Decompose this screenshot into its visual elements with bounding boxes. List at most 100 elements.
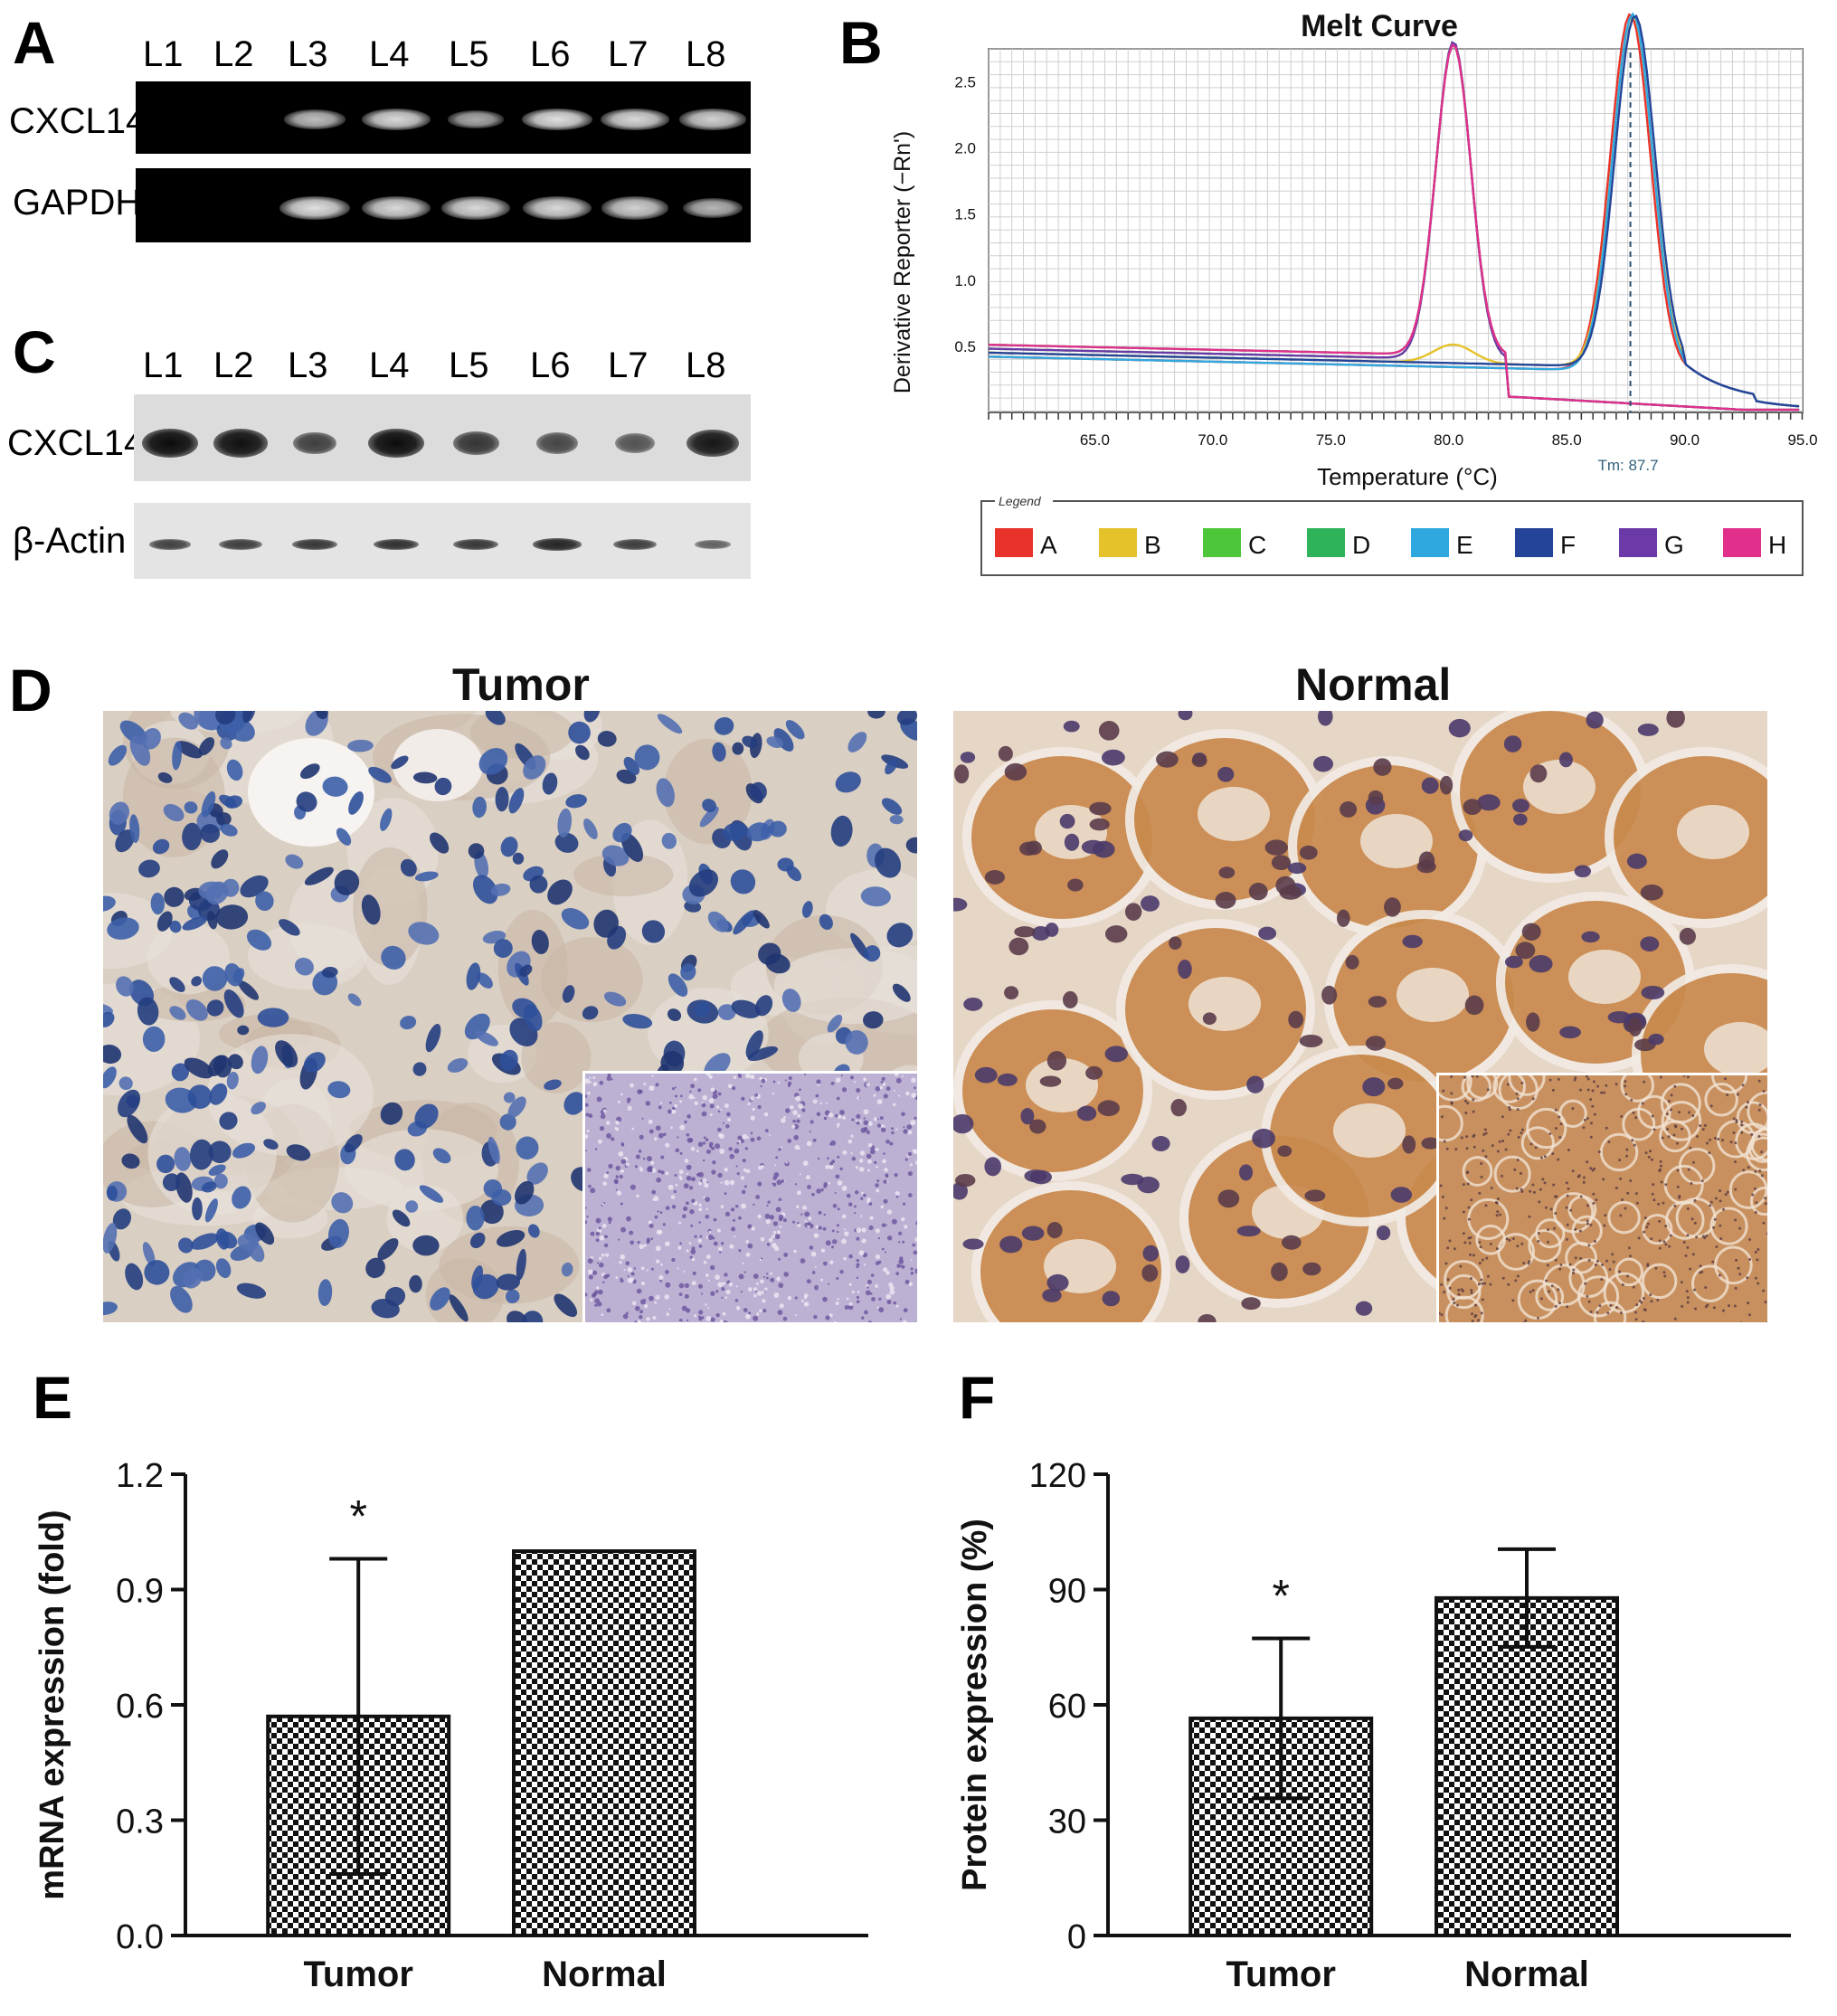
tumor-ihc-micrograph	[103, 711, 917, 1322]
band	[148, 539, 192, 550]
a-lane-label: L7	[608, 34, 649, 74]
legend-label: B	[1144, 531, 1161, 559]
y-tick-label: 0	[1067, 1918, 1086, 1956]
melt-y-tick: 0.5	[954, 338, 976, 355]
band	[601, 109, 669, 130]
melt-xlabel: Temperature (°C)	[1317, 463, 1498, 490]
melt-y-tick: 2.0	[954, 140, 976, 157]
melt-series-H	[989, 43, 1800, 412]
melt-legend: Legend A B C D E F G H	[980, 494, 1804, 576]
a-lane-label: L1	[143, 34, 184, 74]
band	[441, 196, 510, 220]
y-tick-label: 30	[1048, 1803, 1086, 1841]
melt-title: Melt Curve	[1301, 9, 1458, 43]
legend-label: F	[1560, 531, 1576, 559]
band	[292, 538, 337, 551]
band	[219, 539, 262, 550]
significance-mark: *	[1272, 1570, 1289, 1621]
band	[453, 538, 498, 551]
panel-letter-a: A	[13, 9, 56, 76]
melt-grid	[988, 48, 1804, 420]
c-lane-label: L5	[449, 345, 489, 385]
band	[142, 428, 198, 459]
y-tick-label: 1.2	[116, 1457, 164, 1495]
y-tick-label: 0.0	[116, 1918, 164, 1956]
melt-x-tick: 65.0	[1080, 431, 1110, 449]
gel-row-label-gapdh: GAPDH	[13, 183, 142, 222]
x-category-label: Tumor	[303, 1954, 412, 1994]
band	[293, 431, 336, 455]
band	[279, 195, 350, 221]
legend-label: D	[1352, 531, 1370, 559]
normal-ihc-micrograph	[953, 711, 1767, 1322]
melt-x-tick: 85.0	[1552, 431, 1582, 449]
gel-strip-cxcl14	[136, 81, 751, 154]
band	[522, 108, 592, 131]
melt-curves	[988, 12, 1800, 412]
legend-label: H	[1768, 531, 1786, 559]
band	[373, 538, 420, 551]
panel-letter-b: B	[839, 9, 883, 76]
a-lane-label: L3	[288, 34, 328, 74]
band	[613, 539, 657, 550]
y-tick-label: 90	[1048, 1573, 1086, 1611]
y-tick-label: 0.9	[116, 1573, 164, 1611]
c-lane-label: L8	[686, 345, 726, 385]
x-category-label: Tumor	[1226, 1954, 1335, 1994]
normal-title: Normal	[1295, 659, 1452, 710]
band	[284, 109, 346, 129]
legend-label: A	[1040, 531, 1057, 559]
melt-tm-label: Tm: 87.7	[1597, 457, 1658, 474]
a-lane-label: L8	[686, 34, 726, 74]
y-tick-label: 0.6	[116, 1688, 164, 1726]
band	[683, 197, 743, 219]
a-lane-label: L6	[530, 34, 571, 74]
c-lane-label: L2	[213, 345, 254, 385]
a-lane-label: L4	[369, 34, 410, 74]
c-lane-label: L1	[143, 345, 184, 385]
panel-letter-f: F	[959, 1364, 996, 1431]
band	[615, 432, 655, 454]
mrna-bar-chart: 0.0 0.3 0.6 0.9 1.2 mRNA expression (fold) * Tu…	[33, 1457, 868, 1994]
x-category-label: Normal	[542, 1954, 667, 1994]
legend-swatch	[1515, 528, 1553, 557]
band	[362, 109, 431, 130]
band	[686, 429, 740, 458]
c-lane-label: L7	[608, 345, 649, 385]
significance-mark: *	[349, 1491, 366, 1542]
panel-letter-c: C	[13, 318, 56, 385]
legend-swatch	[1619, 528, 1657, 557]
tumor-low-magnification-inset	[582, 1071, 917, 1322]
band	[368, 428, 424, 459]
a-lane-label: L5	[449, 34, 489, 74]
melt-x-tick: 75.0	[1316, 431, 1346, 449]
western-blot-strip-cxcl14	[134, 394, 751, 481]
melt-series-F	[988, 14, 1800, 408]
y-axis-label: Protein expression (%)	[956, 1519, 994, 1891]
blot-row-label-cxcl14: CXCL14	[7, 423, 145, 463]
band	[535, 432, 579, 454]
gel-row-label-cxcl14: CXCL14	[9, 101, 147, 141]
y-tick-label: 120	[1029, 1457, 1086, 1495]
melt-x-tick: 70.0	[1198, 431, 1227, 449]
legend-swatch	[1203, 528, 1241, 557]
panel-letter-e: E	[33, 1364, 73, 1431]
legend-swatch	[1307, 528, 1345, 557]
band	[213, 429, 268, 458]
western-blot-strip-actin	[134, 503, 751, 579]
panel-letter-d: D	[9, 657, 52, 724]
melt-y-tick: 1.0	[954, 272, 976, 289]
x-category-label: Normal	[1464, 1954, 1589, 1994]
legend-swatch	[1723, 528, 1761, 557]
melt-curve-chart: Melt Curve Derivative Reporter (−Rn') Te…	[890, 9, 1818, 576]
band	[679, 109, 746, 130]
legend-swatch	[1099, 528, 1137, 557]
blot-row-label-actin: β-Actin	[13, 521, 127, 561]
tumor-title: Tumor	[452, 659, 590, 710]
c-lane-label: L3	[288, 345, 328, 385]
melt-y-tick: 2.5	[954, 74, 976, 91]
legend-label: C	[1248, 531, 1266, 559]
melt-x-tick: 80.0	[1434, 431, 1463, 449]
band	[533, 538, 582, 551]
melt-y-tick: 1.5	[954, 206, 976, 223]
